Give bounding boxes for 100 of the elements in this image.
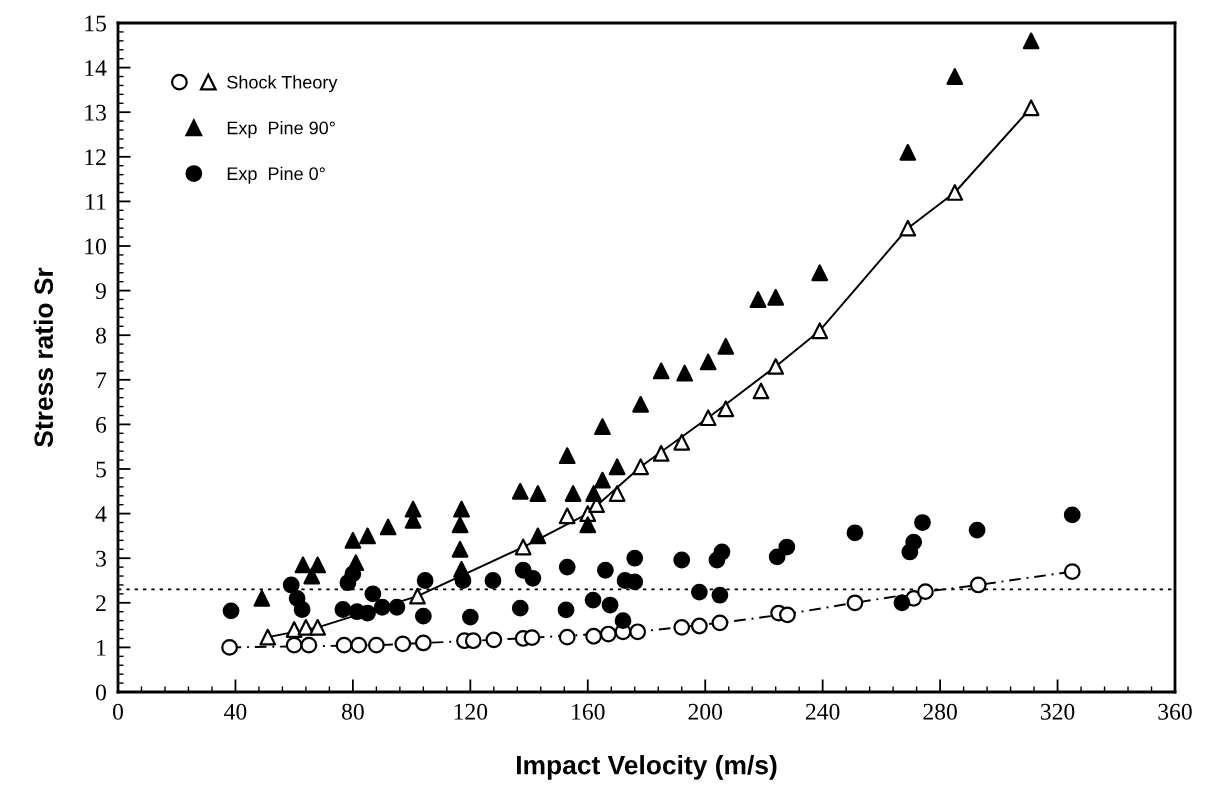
legend-label: Exp Pine 0°: [227, 166, 325, 184]
x-tick-label: 200: [688, 703, 723, 720]
point: [373, 598, 391, 616]
point: [711, 586, 729, 604]
point: [558, 447, 576, 465]
y-tick-label: 14: [85, 60, 107, 76]
point: [778, 538, 796, 556]
point: [652, 445, 670, 462]
point: [767, 358, 785, 375]
point: [300, 636, 318, 654]
point: [529, 527, 547, 545]
point: [629, 623, 647, 641]
point: [846, 594, 864, 612]
x-tick-label: 160: [572, 703, 605, 720]
point: [454, 572, 472, 589]
point: [379, 518, 397, 536]
point: [451, 540, 469, 558]
point: [811, 322, 829, 340]
point: [511, 599, 529, 617]
point: [485, 631, 503, 649]
point: [711, 614, 729, 632]
point: [690, 583, 708, 601]
point: [339, 574, 357, 592]
point: [652, 362, 670, 380]
point: [222, 602, 240, 620]
x-tick-label: 120: [454, 703, 488, 720]
x-axis-title: Impact Velocity (m/s): [517, 755, 777, 780]
point: [558, 507, 576, 525]
point: [350, 636, 368, 654]
point: [564, 485, 582, 502]
point: [969, 576, 987, 594]
point: [221, 639, 238, 656]
point: [335, 636, 353, 654]
y-tick-label: 1: [97, 640, 106, 656]
point: [1063, 563, 1081, 580]
point: [767, 288, 785, 306]
point: [899, 219, 917, 237]
point: [594, 471, 611, 489]
point: [717, 337, 735, 355]
legend-label: Shock Theory: [227, 75, 338, 93]
point: [749, 291, 767, 308]
point: [1022, 32, 1040, 50]
point: [453, 500, 470, 518]
point: [599, 625, 617, 643]
y-tick-label: 13: [85, 104, 106, 121]
point: [673, 551, 691, 569]
y-tick-label: 10: [85, 238, 106, 255]
y-tick-label: 11: [86, 194, 106, 210]
point: [364, 585, 382, 603]
point: [359, 527, 376, 545]
point: [388, 598, 406, 616]
point: [511, 482, 529, 500]
point: [484, 572, 502, 589]
legend-label: Exp Pine 90°: [227, 121, 335, 138]
point: [608, 458, 626, 476]
point: [779, 606, 796, 624]
x-tick-label: 360: [1158, 703, 1192, 720]
point: [601, 596, 619, 614]
y-tick-label: 12: [85, 149, 106, 165]
y-tick-label: 7: [96, 372, 107, 388]
point: [558, 558, 576, 576]
point: [461, 608, 479, 626]
point: [597, 561, 614, 579]
point: [558, 628, 576, 646]
point: [524, 569, 542, 587]
point: [1063, 506, 1081, 524]
point: [294, 556, 312, 574]
point: [414, 607, 432, 625]
point: [968, 521, 986, 539]
point: [846, 524, 864, 542]
y-tick-label: 9: [95, 283, 106, 300]
point: [344, 531, 362, 549]
point: [585, 485, 603, 502]
y-tick-label: 4: [95, 506, 107, 522]
x-tick-label: 320: [1040, 703, 1075, 720]
point: [914, 514, 931, 531]
point: [901, 543, 919, 561]
point: [899, 143, 917, 161]
point: [699, 353, 717, 371]
point: [1022, 99, 1040, 117]
point: [451, 516, 469, 534]
y-tick-label: 2: [96, 595, 106, 611]
point: [394, 635, 412, 653]
point: [303, 567, 321, 585]
y-axis-title: Stress ratio Sr: [33, 267, 54, 447]
point: [752, 382, 770, 400]
point: [768, 548, 786, 566]
point: [717, 400, 735, 418]
point: [632, 458, 650, 476]
point: [334, 601, 352, 618]
point: [293, 601, 311, 618]
point: [464, 632, 482, 650]
point: [414, 634, 432, 652]
point: [285, 621, 303, 638]
point: [282, 576, 300, 594]
x-tick-label: 80: [341, 703, 364, 720]
point: [253, 589, 271, 607]
point: [297, 618, 315, 636]
point: [699, 409, 717, 427]
y-tick-label: 6: [96, 416, 107, 433]
